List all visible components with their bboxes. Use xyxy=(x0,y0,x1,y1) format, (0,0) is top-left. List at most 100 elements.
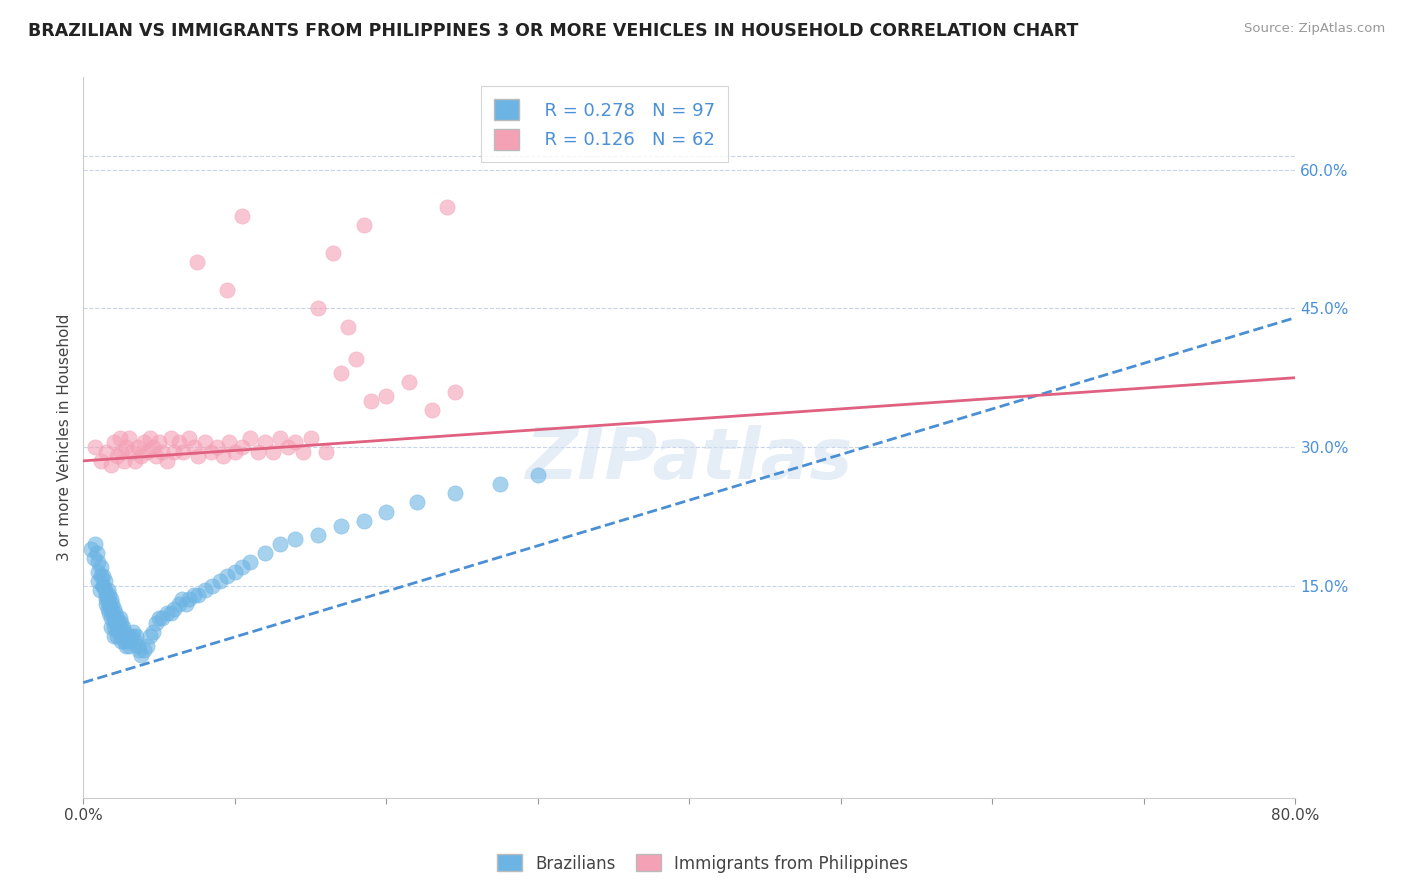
Point xyxy=(107,624,129,639)
Point xyxy=(127,639,149,653)
Point xyxy=(91,569,114,583)
Point xyxy=(87,556,110,570)
Point xyxy=(103,601,125,615)
Point xyxy=(145,615,167,630)
Point xyxy=(93,583,115,598)
Text: BRAZILIAN VS IMMIGRANTS FROM PHILIPPINES 3 OR MORE VEHICLES IN HOUSEHOLD CORRELA: BRAZILIAN VS IMMIGRANTS FROM PHILIPPINES… xyxy=(28,22,1078,40)
Point xyxy=(205,440,228,454)
Point xyxy=(179,431,201,445)
Point xyxy=(124,634,146,648)
Point xyxy=(89,583,111,598)
Point xyxy=(94,588,117,602)
Point xyxy=(94,444,117,458)
Point xyxy=(105,449,128,463)
Point xyxy=(254,435,277,450)
Point xyxy=(344,352,367,367)
Point xyxy=(262,444,284,458)
Point xyxy=(156,454,179,468)
Point xyxy=(167,597,190,611)
Point xyxy=(246,444,269,458)
Point xyxy=(176,597,198,611)
Point xyxy=(90,560,112,574)
Point xyxy=(420,403,443,417)
Point xyxy=(337,319,360,334)
Point xyxy=(112,454,135,468)
Point xyxy=(254,546,277,560)
Point xyxy=(170,592,193,607)
Point xyxy=(224,444,246,458)
Point xyxy=(163,601,186,615)
Point xyxy=(103,629,125,643)
Point xyxy=(105,611,128,625)
Point xyxy=(183,588,205,602)
Point xyxy=(187,588,209,602)
Point xyxy=(329,366,352,380)
Point xyxy=(129,449,152,463)
Point xyxy=(121,629,143,643)
Point xyxy=(375,389,398,403)
Point xyxy=(125,629,148,643)
Point xyxy=(127,440,149,454)
Point xyxy=(436,200,458,214)
Point xyxy=(101,607,124,621)
Point xyxy=(187,449,209,463)
Point xyxy=(160,607,183,621)
Point xyxy=(307,528,329,542)
Point xyxy=(110,444,132,458)
Point xyxy=(111,629,134,643)
Point xyxy=(167,435,190,450)
Point xyxy=(360,393,382,408)
Point xyxy=(115,634,138,648)
Point xyxy=(103,435,125,450)
Point xyxy=(124,454,146,468)
Point xyxy=(105,629,128,643)
Point xyxy=(142,440,165,454)
Point xyxy=(90,454,112,468)
Point xyxy=(120,634,142,648)
Point xyxy=(118,639,141,653)
Point xyxy=(179,592,201,607)
Point xyxy=(98,588,121,602)
Point xyxy=(121,444,143,458)
Point xyxy=(90,569,112,583)
Point xyxy=(489,477,512,491)
Point xyxy=(193,435,215,450)
Point xyxy=(91,578,114,592)
Point xyxy=(353,219,375,233)
Point xyxy=(224,565,246,579)
Point xyxy=(405,495,427,509)
Point xyxy=(105,620,128,634)
Point xyxy=(142,624,165,639)
Point xyxy=(100,592,122,607)
Point xyxy=(443,486,465,500)
Point xyxy=(93,574,115,588)
Point xyxy=(98,597,121,611)
Point xyxy=(112,634,135,648)
Point xyxy=(84,440,107,454)
Point xyxy=(83,550,105,565)
Point xyxy=(269,431,291,445)
Point xyxy=(111,620,134,634)
Point xyxy=(108,431,131,445)
Point xyxy=(104,607,127,621)
Point xyxy=(150,444,173,458)
Point xyxy=(129,648,152,662)
Point xyxy=(218,435,240,450)
Point xyxy=(239,431,262,445)
Point xyxy=(239,556,262,570)
Point xyxy=(160,431,183,445)
Point xyxy=(269,537,291,551)
Point xyxy=(211,449,233,463)
Point xyxy=(217,569,239,583)
Point xyxy=(128,643,150,657)
Point xyxy=(231,440,253,454)
Legend: Brazilians, Immigrants from Philippines: Brazilians, Immigrants from Philippines xyxy=(491,847,915,880)
Point xyxy=(183,440,205,454)
Point xyxy=(139,629,162,643)
Point xyxy=(132,643,155,657)
Point xyxy=(163,444,186,458)
Point xyxy=(208,574,231,588)
Point xyxy=(94,592,117,607)
Point xyxy=(114,629,136,643)
Point xyxy=(284,435,307,450)
